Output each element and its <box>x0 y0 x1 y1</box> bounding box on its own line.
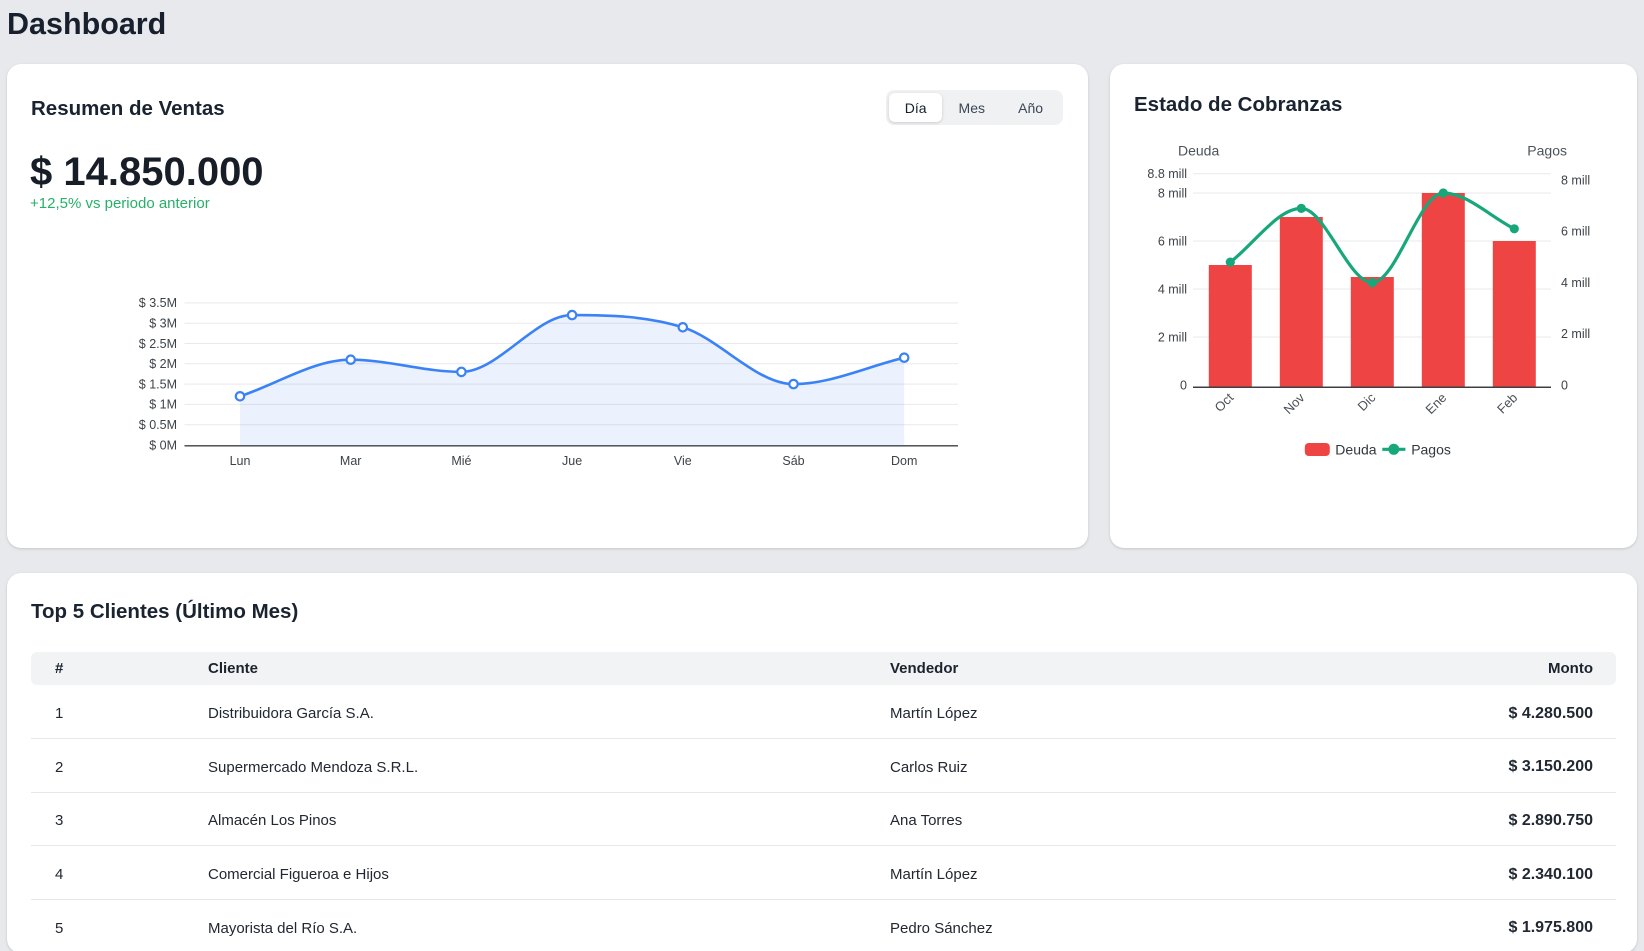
svg-text:Nov: Nov <box>1280 390 1307 417</box>
svg-text:$ 2M: $ 2M <box>149 357 177 371</box>
svg-text:Lun: Lun <box>230 454 251 468</box>
svg-text:Deuda: Deuda <box>1178 142 1219 158</box>
svg-text:$ 1.5M: $ 1.5M <box>139 377 177 391</box>
svg-text:8.8 mill: 8.8 mill <box>1147 167 1187 181</box>
svg-text:4 mill: 4 mill <box>1158 282 1187 296</box>
svg-text:Mié: Mié <box>451 454 471 468</box>
svg-text:$ 2.5M: $ 2.5M <box>139 337 177 351</box>
svg-text:Feb: Feb <box>1494 390 1520 416</box>
svg-text:8 mill: 8 mill <box>1561 174 1590 188</box>
svg-text:$ 3M: $ 3M <box>149 317 177 331</box>
svg-text:Deuda: Deuda <box>1335 441 1376 457</box>
svg-text:2 mill: 2 mill <box>1158 330 1187 344</box>
svg-text:4 mill: 4 mill <box>1561 276 1590 290</box>
svg-text:Vie: Vie <box>674 454 692 468</box>
svg-text:Jue: Jue <box>562 454 582 468</box>
svg-text:Pagos: Pagos <box>1411 441 1451 457</box>
svg-text:$ 1M: $ 1M <box>149 398 177 412</box>
svg-text:0: 0 <box>1180 378 1187 392</box>
svg-text:Mar: Mar <box>340 454 362 468</box>
svg-text:Sáb: Sáb <box>782 454 804 468</box>
svg-text:6 mill: 6 mill <box>1158 234 1187 248</box>
svg-text:Dic: Dic <box>1355 390 1379 414</box>
svg-text:Oct: Oct <box>1212 390 1237 415</box>
svg-text:8 mill: 8 mill <box>1158 186 1187 200</box>
svg-text:Pagos: Pagos <box>1527 142 1567 158</box>
svg-text:$ 0.5M: $ 0.5M <box>139 418 177 432</box>
svg-text:6 mill: 6 mill <box>1561 225 1590 239</box>
svg-text:Dom: Dom <box>891 454 917 468</box>
svg-text:Ene: Ene <box>1422 390 1449 417</box>
svg-text:$ 0M: $ 0M <box>149 438 177 452</box>
svg-text:0: 0 <box>1561 378 1568 392</box>
svg-text:$ 3.5M: $ 3.5M <box>139 296 177 310</box>
svg-text:2 mill: 2 mill <box>1561 327 1590 341</box>
